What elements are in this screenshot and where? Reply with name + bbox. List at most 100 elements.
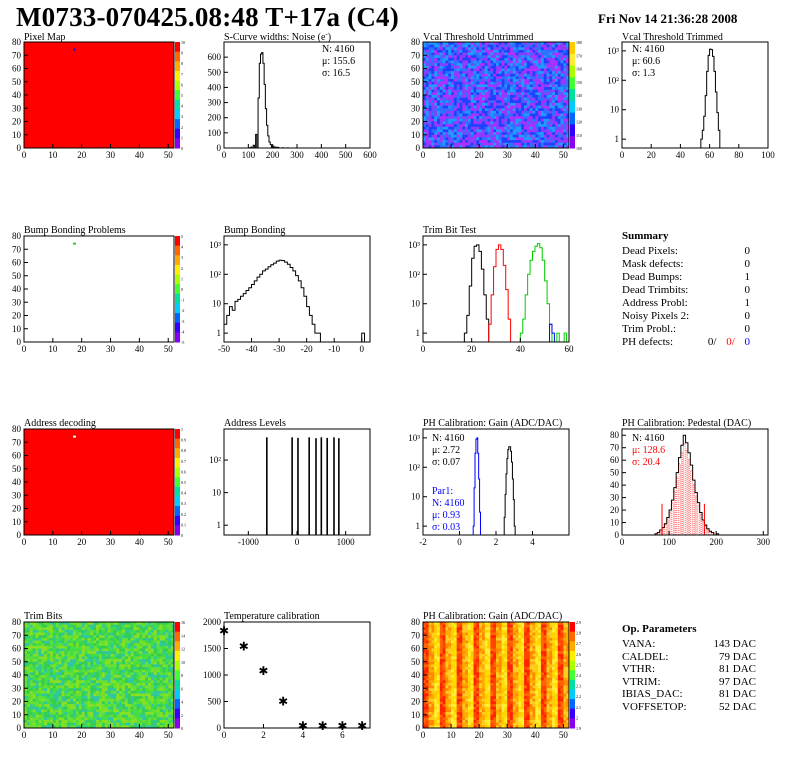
y-tick-label: 20 [12,697,22,707]
trim_bits-cell [168,624,172,628]
vcal_untrimmed-cell [554,65,559,69]
trim_bits-cell [159,722,163,726]
vcal_untrimmed-cell [538,55,542,59]
trim_bits-cell [165,693,169,697]
vcal_untrimmed-cell [518,71,522,75]
trim_bits-cell [32,717,36,721]
ph_gain_map-cell [434,706,438,710]
trim_bits-cell [168,698,172,702]
vcal_untrimmed-cell [428,134,432,138]
vcal_untrimmed-cell [521,108,525,112]
trim_bits-cell [122,704,126,708]
vcal_untrimmed-cell [532,145,536,149]
trim_bits-cell [142,675,146,678]
vcal_untrimmed-cell [526,108,530,112]
x-tick-label: -10 [328,344,340,354]
ph_gain_map-cell [425,645,429,649]
trim_bits-cell [84,640,88,644]
vcal_untrimmed-cell [518,68,522,72]
vcal_untrimmed-cell [442,124,446,128]
vcal_untrimmed-cell [470,84,474,88]
vcal_untrimmed-cell [490,102,494,106]
vcal_untrimmed-cell [510,81,514,85]
ph_gain_map-cell [423,688,427,692]
trim_bits-cell [58,624,62,628]
trim_bits-cell [64,661,68,665]
trim_bits-cell [26,627,31,631]
trim_bits-cell [87,712,91,716]
trim_bits-cell [130,701,134,705]
ph-gain-title: PH Calibration: Gain (ADC/DAC) [423,418,562,429]
trim_bits-cell [145,648,149,652]
vcal_untrimmed-cell [465,73,469,77]
trim_bits-cell [148,685,152,689]
vcal_untrimmed-cell [546,71,550,75]
trim_bits-cell [64,675,68,678]
vcal_untrimmed-cell [535,102,539,106]
y-tick-label: 200 [208,113,222,123]
y-tick-label: 60 [411,64,421,74]
trim_bits-cell [107,698,111,702]
ph_gain_map-cell [423,690,427,694]
pixel_map-special-pixel [73,48,76,51]
trim_bits-cell [44,629,48,633]
vcal_untrimmed-cell [496,49,500,53]
trim_bits-cell [171,643,175,647]
vcal_untrimmed-cell [532,116,536,120]
vcal_untrimmed-cell [529,44,533,48]
vcal_untrimmed-cell [540,57,545,61]
trim_bits-cell [61,720,65,723]
vcal_untrimmed-cell [423,137,427,141]
trim_bits-cell [162,717,166,721]
vcal_untrimmed-cell [467,95,472,98]
vcal_untrimmed-cell [540,79,545,83]
ph_gain_map-cell [434,651,438,655]
vcal_untrimmed-cell [554,87,559,90]
vcal_untrimmed-cell [540,108,545,112]
vcal_untrimmed-cell [521,84,525,88]
vcal_untrimmed-cell [560,142,564,146]
vcal_untrimmed-cell [501,92,505,96]
trim_bits-cell [119,645,123,649]
vcal_untrimmed-cell [437,89,441,93]
vcal_untrimmed-cell [529,145,533,149]
vcal_untrimmed-cell [498,57,502,61]
ph_gain_map-cell [442,677,446,681]
trim_bits-cell [35,669,39,673]
trim_bits-cell [116,688,120,692]
trim_bits-cell [44,627,48,631]
vcal_untrimmed-cell [512,121,516,125]
ph_gain_map-cell [423,664,427,668]
vcal_untrimmed-cell [552,55,556,59]
trim_bits-cell [133,717,137,721]
ph_gain_map-cell [442,696,446,700]
vcal_untrimmed-cell [557,105,561,109]
trim_bits-cell [145,693,149,697]
trim_bits-cell [61,664,65,668]
trim_bits-cell [159,656,163,660]
ph_gain_map-cell [423,669,427,673]
vcal_untrimmed-cell [487,57,491,61]
vcal_untrimmed-cell [425,97,429,101]
trim_bits-cell [49,627,54,631]
trim_bits-cell [156,685,160,689]
vcal_untrimmed-cell [437,65,441,69]
x-tick-label: 0 [222,150,227,160]
trim_bits-cell [116,629,120,633]
vcal_untrimmed-cell [439,121,443,125]
trim_bits-cell [127,640,132,644]
trim_bits-cell [148,664,152,668]
trim_bits-cell [47,653,51,657]
trim_bits-cell [133,720,137,723]
vcal_untrimmed-cell [543,81,547,85]
vcal_untrimmed-cell [552,126,556,130]
ph_gain_map-cell [442,669,446,673]
trim_bits-cell [47,725,51,729]
trim_bits-cell [47,643,51,647]
trim_bits-cell [159,720,163,723]
trim_bits-cell [153,669,157,673]
y-tick-label: 10³ [408,433,420,443]
vcal_untrimmed-cell [524,60,528,64]
vcal_untrimmed-cell [439,87,443,90]
trim_bits-cell [93,622,97,625]
